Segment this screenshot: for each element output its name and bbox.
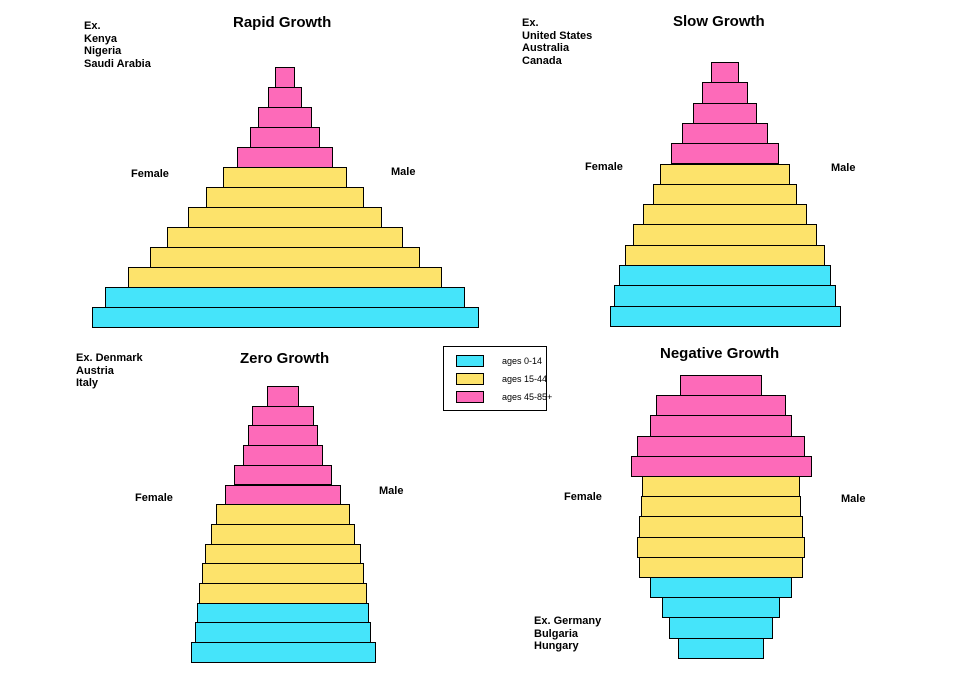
example-countries: Ex. Denmark Austria Italy bbox=[76, 352, 143, 390]
example-line: Italy bbox=[76, 377, 99, 389]
age-bar-old bbox=[630, 455, 812, 477]
age-bar-old bbox=[649, 415, 793, 437]
female-label: Female bbox=[585, 161, 623, 173]
male-label: Male bbox=[831, 162, 856, 174]
example-countries: Ex. United States Australia Canada bbox=[522, 17, 592, 67]
example-line: Ex. bbox=[522, 17, 539, 29]
age-bar-young bbox=[650, 577, 792, 599]
age-bar-old bbox=[655, 395, 787, 417]
pyramid-title: Rapid Growth bbox=[233, 14, 332, 31]
age-bar-middle bbox=[636, 536, 806, 558]
male-label: Male bbox=[379, 485, 404, 497]
age-bar-middle bbox=[641, 496, 801, 518]
male-label: Male bbox=[391, 166, 416, 178]
age-bar-young bbox=[669, 617, 773, 639]
example-line: Australia bbox=[522, 42, 570, 54]
male-label: Male bbox=[841, 493, 866, 505]
age-bar-young bbox=[662, 597, 780, 619]
pyramid-title: Zero Growth bbox=[240, 350, 330, 367]
age-bar-young bbox=[190, 642, 376, 663]
example-line: Hungary bbox=[534, 640, 579, 652]
pyramid-title: Negative Growth bbox=[660, 345, 780, 362]
example-line: Ex. Denmark bbox=[76, 352, 143, 364]
example-line: United States bbox=[522, 29, 593, 42]
age-bar-old bbox=[636, 435, 806, 457]
female-label: Female bbox=[131, 168, 169, 180]
pyramid-title: Slow Growth bbox=[673, 13, 765, 30]
age-bar-old bbox=[680, 375, 762, 397]
legend-label: ages 45-85+ bbox=[502, 392, 553, 402]
age-bar-middle bbox=[642, 476, 800, 498]
example-line: Ex. bbox=[84, 20, 101, 32]
age-bar-young bbox=[91, 307, 479, 328]
legend-swatch bbox=[456, 355, 484, 367]
example-countries: Ex. Germany Bulgaria Hungary bbox=[534, 615, 601, 653]
female-label: Female bbox=[135, 492, 173, 504]
example-countries: Ex. Kenya Nigeria Saudi Arabia bbox=[84, 20, 151, 70]
age-bar-middle bbox=[638, 556, 804, 578]
example-line: Canada bbox=[522, 54, 562, 67]
age-bar-middle bbox=[638, 516, 804, 538]
legend-label: ages 15-44 bbox=[502, 374, 548, 384]
legend-swatch bbox=[456, 373, 484, 385]
example-line: Bulgaria bbox=[534, 627, 579, 640]
age-legend: ages 0-14 ages 15-44 ages 45-85+ bbox=[443, 346, 552, 411]
legend-swatch bbox=[456, 391, 484, 403]
female-label: Female bbox=[564, 491, 602, 503]
age-bar-young bbox=[609, 305, 841, 327]
example-line: Kenya bbox=[84, 32, 118, 45]
example-line: Nigeria bbox=[84, 45, 122, 57]
legend-label: ages 0-14 bbox=[502, 356, 543, 366]
age-bar-young bbox=[677, 637, 765, 659]
example-line: Saudi Arabia bbox=[84, 57, 151, 70]
example-line: Ex. Germany bbox=[534, 615, 602, 627]
example-line: Austria bbox=[76, 364, 114, 377]
